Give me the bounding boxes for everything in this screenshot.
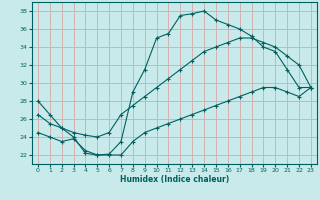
X-axis label: Humidex (Indice chaleur): Humidex (Indice chaleur) bbox=[120, 175, 229, 184]
